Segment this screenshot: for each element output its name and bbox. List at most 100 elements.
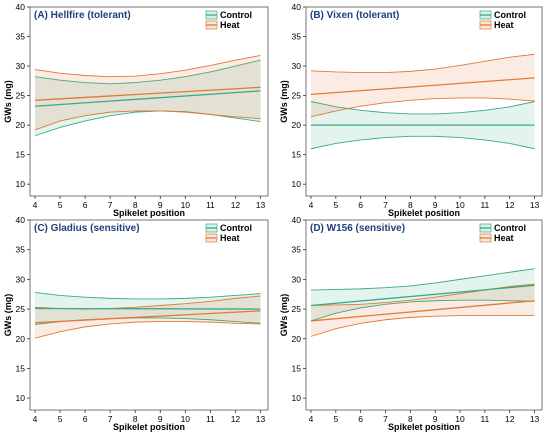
x-tick-label: 8 xyxy=(408,200,413,210)
x-axis-title: Spikelet position xyxy=(388,422,460,432)
line-heat xyxy=(34,86,261,101)
band-lower-control xyxy=(310,135,535,150)
line-control xyxy=(34,90,261,107)
band-upper-heat xyxy=(34,54,261,78)
band-lower-heat xyxy=(34,110,261,131)
band-upper-control xyxy=(34,59,261,85)
y-tick-label: 20 xyxy=(16,120,26,130)
y-tick-label: 35 xyxy=(292,32,302,42)
plot-frame xyxy=(305,219,543,411)
x-tick-label: 8 xyxy=(133,200,138,210)
y-tick-label: 20 xyxy=(292,120,302,130)
y-axis-title: GWs (mg) xyxy=(3,80,13,123)
band-lower-heat xyxy=(34,321,261,339)
band-upper-control xyxy=(310,268,535,291)
x-tick-label: 13 xyxy=(530,414,540,424)
x-tick-label: 13 xyxy=(256,414,266,424)
band-lower-heat xyxy=(310,97,535,118)
x-tick-label: 13 xyxy=(256,200,266,210)
plot-frame xyxy=(29,6,269,197)
x-tick-label: 11 xyxy=(206,200,215,210)
legend-label-control: Control xyxy=(494,10,526,20)
x-tick-label: 12 xyxy=(505,414,515,424)
plot-frame xyxy=(305,6,543,197)
x-tick-label: 6 xyxy=(83,414,88,424)
y-tick-label: 25 xyxy=(292,304,302,314)
x-tick-label: 5 xyxy=(58,200,63,210)
y-tick-label: 20 xyxy=(16,334,26,344)
band-lower-control xyxy=(310,299,535,322)
legend-label-heat: Heat xyxy=(220,233,240,243)
line-heat xyxy=(34,310,261,324)
x-tick-label: 7 xyxy=(108,200,113,210)
x-tick-label: 5 xyxy=(333,200,338,210)
y-tick-label: 35 xyxy=(16,32,26,42)
y-tick-label: 15 xyxy=(292,363,302,373)
y-tick-label: 15 xyxy=(292,150,302,160)
y-tick-label: 25 xyxy=(16,304,26,314)
x-tick-label: 13 xyxy=(530,200,540,210)
legend-label-heat: Heat xyxy=(494,20,514,30)
band-upper-heat xyxy=(310,53,535,74)
y-tick-label: 30 xyxy=(292,274,302,284)
x-tick-label: 10 xyxy=(181,414,191,424)
y-axis-title: GWs (mg) xyxy=(3,294,13,337)
x-tick-label: 8 xyxy=(408,414,413,424)
x-tick-label: 10 xyxy=(455,200,465,210)
y-tick-label: 10 xyxy=(292,393,302,403)
line-control xyxy=(310,284,535,307)
line-heat xyxy=(310,77,535,96)
y-tick-label: 15 xyxy=(16,150,26,160)
x-tick-label: 4 xyxy=(33,414,38,424)
x-tick-label: 12 xyxy=(231,200,241,210)
y-tick-label: 10 xyxy=(16,393,26,403)
x-tick-label: 5 xyxy=(333,414,338,424)
x-tick-label: 6 xyxy=(358,200,363,210)
panel-title: (A) Hellfire (tolerant) xyxy=(34,10,131,21)
y-tick-label: 30 xyxy=(16,274,26,284)
band-heat xyxy=(35,55,261,130)
x-tick-label: 11 xyxy=(480,414,489,424)
y-tick-label: 25 xyxy=(16,91,26,101)
y-tick-label: 40 xyxy=(16,2,26,12)
x-tick-label: 9 xyxy=(158,414,163,424)
x-axis-title: Spikelet position xyxy=(388,208,460,218)
legend-label-heat: Heat xyxy=(220,20,240,30)
x-tick-label: 7 xyxy=(383,414,388,424)
x-tick-label: 4 xyxy=(309,200,314,210)
x-tick-label: 8 xyxy=(133,414,138,424)
y-tick-label: 40 xyxy=(292,2,302,12)
x-tick-label: 4 xyxy=(309,414,314,424)
x-tick-label: 7 xyxy=(108,414,113,424)
band-lower-control xyxy=(34,110,261,137)
y-tick-label: 25 xyxy=(292,91,302,101)
line-control xyxy=(35,307,261,310)
x-tick-label: 9 xyxy=(433,414,438,424)
y-tick-label: 35 xyxy=(292,245,302,255)
legend-label-control: Control xyxy=(494,223,526,233)
y-tick-label: 40 xyxy=(16,215,26,225)
legend-label-control: Control xyxy=(220,223,252,233)
x-tick-label: 12 xyxy=(231,414,241,424)
y-axis-title: GWs (mg) xyxy=(279,294,289,337)
y-tick-label: 40 xyxy=(292,215,302,225)
x-axis-title: Spikelet position xyxy=(113,422,185,432)
panel-title: (B) Vixen (tolerant) xyxy=(310,10,399,21)
band-lower-heat xyxy=(310,315,535,337)
x-tick-label: 12 xyxy=(505,200,515,210)
plot-frame xyxy=(29,219,269,411)
x-axis-title: Spikelet position xyxy=(113,208,185,218)
legend-label-heat: Heat xyxy=(494,233,514,243)
y-tick-label: 10 xyxy=(292,179,302,189)
x-tick-label: 10 xyxy=(455,414,465,424)
x-tick-label: 11 xyxy=(206,414,215,424)
x-tick-label: 10 xyxy=(181,200,191,210)
y-tick-label: 30 xyxy=(16,61,26,71)
